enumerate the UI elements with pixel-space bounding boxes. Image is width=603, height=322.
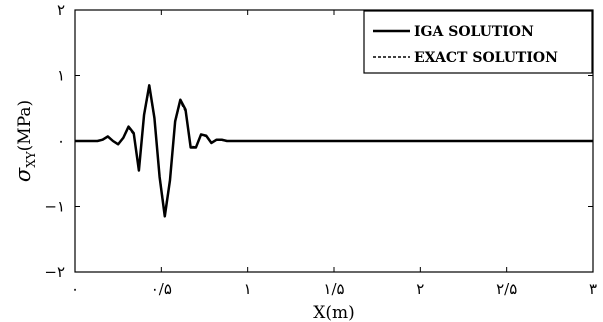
x-tick-label: ۲ <box>416 280 424 298</box>
legend-box <box>363 10 593 74</box>
y-axis-label-unit: (MPa) <box>15 100 35 151</box>
series-line-iga <box>75 84 593 218</box>
legend-label-iga: IGA SOLUTION <box>414 24 534 40</box>
x-tick-label: ۳ <box>589 280 597 298</box>
y-axis-label-subscript: XY <box>24 150 38 168</box>
y-tick-label: ۰ <box>57 132 65 150</box>
series-layer <box>75 84 593 218</box>
svg-text:σXY(MPa): σXY(MPa) <box>11 100 38 182</box>
legend: IGA SOLUTION EXACT SOLUTION <box>363 10 593 74</box>
x-tick-labels: ۰ ۰/۵ ۱ ۱/۵ ۲ ۲/۵ ۳ <box>71 280 597 298</box>
y-tick-label: ۲ <box>57 1 65 19</box>
y-tick-label: −۲ <box>44 263 65 281</box>
y-axis-label-symbol: σ <box>11 167 35 182</box>
y-tick-label: ۱ <box>57 67 65 85</box>
x-tick-label: ۱ <box>244 280 252 298</box>
x-tick-label: ۲/۵ <box>496 280 517 298</box>
y-axis-label: σXY(MPa) <box>11 100 38 182</box>
y-tick-labels: −۲ −۱ ۰ ۱ ۲ <box>44 1 65 281</box>
legend-label-exact: EXACT SOLUTION <box>414 50 558 66</box>
x-tick-label: ۱/۵ <box>323 280 344 298</box>
x-tick-label: ۰ <box>71 280 79 298</box>
x-tick-label: ۰/۵ <box>151 280 172 298</box>
y-tick-label: −۱ <box>44 198 65 216</box>
x-axis-label: X(m) <box>313 303 355 322</box>
